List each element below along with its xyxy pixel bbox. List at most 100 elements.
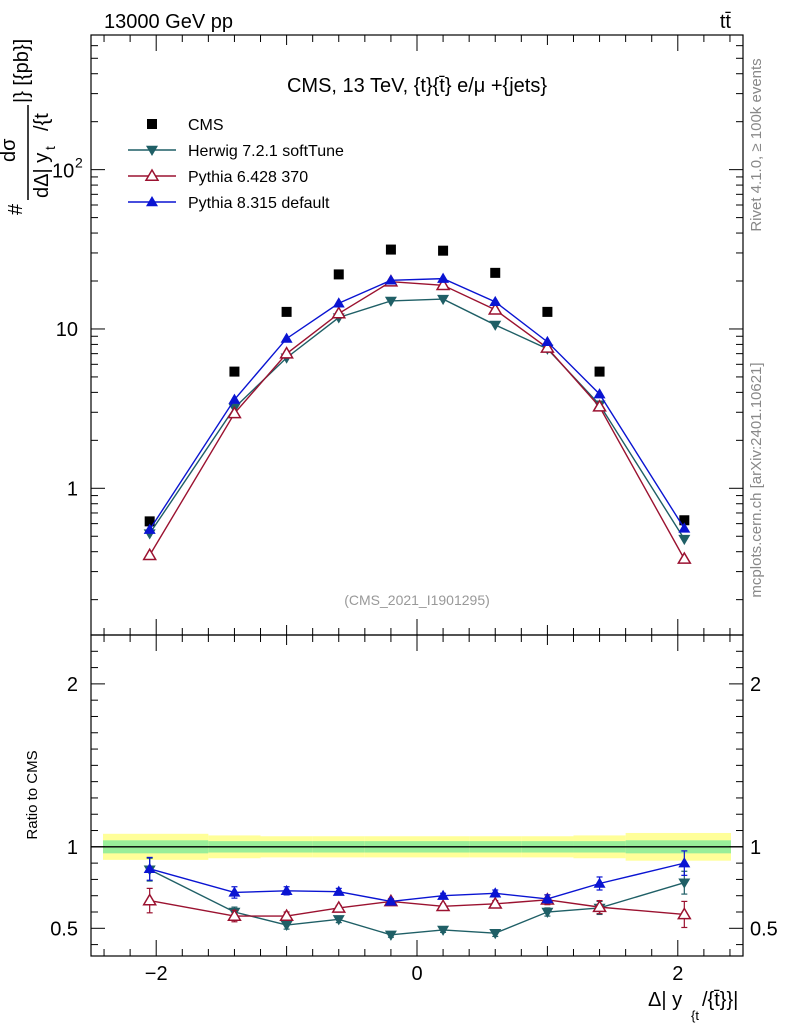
ratio-point [678, 878, 691, 889]
ratio-point [228, 886, 241, 897]
ratio-point [331, 900, 347, 913]
ratio-y-tick-label: 2 [67, 674, 78, 696]
data-point [144, 516, 155, 527]
data-point [541, 335, 554, 347]
series-line [149, 277, 685, 531]
data-point [487, 302, 503, 315]
y-tick-label-exp: 2 [75, 155, 83, 171]
legend-label: Pythia 6.428 370 [188, 169, 308, 186]
ratio-point [279, 908, 294, 922]
ratio-point [677, 906, 692, 920]
y-label-hash: # [5, 203, 27, 215]
series-line [149, 298, 685, 540]
ratio-series-line [149, 869, 685, 936]
data-point [540, 340, 555, 353]
legend-label: CMS [188, 117, 224, 134]
legend-item: CMS [147, 117, 224, 134]
data-point [678, 522, 691, 533]
data-point [437, 294, 450, 306]
data-point [594, 366, 605, 377]
x-axis-label: Δ| y [648, 989, 682, 1011]
ratio-point [437, 889, 450, 900]
chart-title: CMS, 13 TeV, {t}{t̄} e/μ +{jets} [287, 75, 547, 97]
data-point [489, 295, 502, 307]
data-point [228, 393, 241, 404]
header-left: 13000 GeV pp [104, 11, 233, 33]
mcplots-label: mcplots.cern.ch [arXiv:2401.10621] [748, 362, 765, 597]
y-tick-label: 10 [56, 319, 78, 341]
ratio-y-label: Ratio to CMS [24, 750, 41, 839]
data-point [384, 274, 397, 285]
data-point [435, 277, 451, 291]
ratio-point [332, 885, 345, 896]
ratio-point [435, 898, 451, 912]
y-label-denominator: dΔ| y [31, 153, 53, 198]
ratio-point [384, 930, 397, 941]
ratio-point [384, 895, 397, 906]
data-point [229, 366, 240, 377]
data-point [332, 297, 345, 308]
x-axis-label-end: /{t̄}}| [702, 989, 738, 1011]
ratio-point [592, 899, 607, 913]
ratio-y-tick-label-right: 0.5 [750, 918, 778, 940]
series-line [149, 280, 685, 560]
ratio-series-pythia-8-315-default [143, 850, 691, 906]
ratio-point [227, 908, 242, 922]
data-point [384, 296, 397, 307]
analysis-watermark: (CMS_2021_I1901295) [344, 592, 490, 608]
data-point [143, 523, 156, 534]
data-point [679, 515, 690, 526]
data-point [490, 267, 501, 278]
y-tick-label: 1 [67, 478, 78, 500]
ratio-point [487, 896, 503, 909]
y-label-units: |} [{pb}] [11, 39, 33, 103]
y-axis-label: # dσ dΔ| y /{t t |} [{pb}] [0, 39, 58, 215]
ratio-point [143, 862, 156, 874]
y-label-dsigma: dσ [0, 138, 20, 162]
ratio-point [332, 915, 345, 926]
data-point [385, 244, 396, 255]
ratio-y-tick-label-right: 1 [750, 837, 761, 859]
series-cms [144, 244, 690, 527]
data-point [227, 405, 242, 419]
legend-item: Herwig 7.2.1 softTune [128, 143, 344, 160]
ratio-series-line [149, 862, 685, 903]
data-point [677, 551, 692, 564]
legend-item: Pythia 6.428 370 [128, 168, 308, 186]
y-tick-label: 10 [52, 161, 74, 183]
data-point [593, 388, 606, 399]
ratio-y-tick-label: 1 [67, 837, 78, 859]
y-label-sub: t [42, 146, 58, 150]
data-point [280, 332, 293, 343]
ratio-point [437, 925, 450, 936]
data-point [542, 306, 553, 317]
ratio-panel: 0.5 0.5 1 1 2 2 −2 0 2 Ratio to CMS Δ| y {t/{t̄}}| [24, 634, 778, 1023]
rivet-label: Rivet 4.1.0, ≥ 100k events [748, 58, 765, 231]
x-tick-label: 0 [411, 963, 422, 985]
data-point [142, 547, 157, 561]
ratio-point [142, 893, 157, 906]
legend-marker [146, 196, 158, 207]
ratio-point [280, 920, 293, 932]
ratio-point [541, 907, 554, 919]
data-point [489, 320, 502, 331]
data-point [438, 245, 449, 256]
legend: CMS Herwig 7.2.1 softTune Pythia 6.428 370… [128, 117, 344, 212]
ratio-series-line [149, 899, 685, 917]
x-tick-label: −2 [145, 963, 168, 985]
ratio-point [593, 877, 606, 888]
data-point [437, 272, 450, 283]
data-point [331, 306, 347, 319]
legend-marker [144, 168, 160, 181]
data-point [281, 306, 292, 317]
ratio-point [541, 892, 554, 904]
data-point [279, 346, 294, 359]
ratio-series-herwig-7-2-1-softtune [143, 857, 691, 941]
data-point [592, 399, 607, 412]
series-herwig-7-2-1-softtune [143, 294, 691, 546]
y-label-denominator-end: /{t [31, 113, 53, 131]
legend-marker [147, 119, 157, 129]
x-tick-label: 2 [672, 963, 683, 985]
